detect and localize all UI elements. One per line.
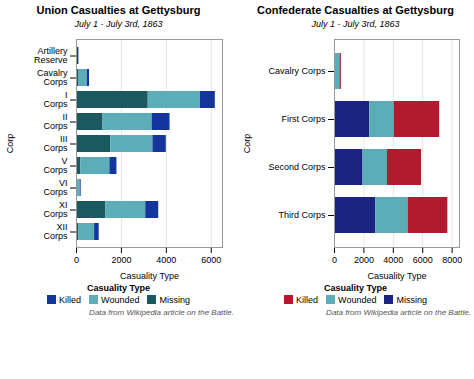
svg-text:6000: 6000 [413,255,433,265]
svg-text:4000: 4000 [383,255,403,265]
svg-text:Third Corps: Third Corps [278,210,326,220]
svg-text:4000: 4000 [156,255,176,265]
svg-text:Casuality Type: Casuality Type [368,271,427,281]
svg-text:VCorps: VCorps [43,156,68,175]
svg-text:2000: 2000 [111,255,131,265]
svg-text:ICorps: ICorps [43,90,68,109]
svg-text:VICorps: VICorps [43,178,68,197]
svg-text:Cavalry Corps: Cavalry Corps [268,66,326,76]
html-text:Killed: Killed [59,295,82,305]
html-text:Data from Wikipedia article on: Data from Wikipedia article on the Battl… [89,308,234,317]
svg-text:IICorps: IICorps [43,112,68,131]
svg-text:First Corps: First Corps [281,114,326,124]
svg-text:XIICorps: XIICorps [43,222,68,241]
html-text:July 1 - July 3rd, 1863: July 1 - July 3rd, 1863 [74,19,163,29]
html-text:Confederate Casualties at Gett: Confederate Casualties at Gettysburg [257,4,454,16]
html-text:Wounded: Wounded [338,295,377,305]
html-text:Missing: Missing [159,295,190,305]
html-text:Union Casualties at Gettysburg: Union Casualties at Gettysburg [36,4,201,16]
svg-text:ArtilleryReserve: ArtilleryReserve [34,46,68,65]
svg-text:6000: 6000 [201,255,221,265]
svg-text:XICorps: XICorps [43,200,68,219]
html-text:Casuality Type: Casuality Type [87,283,150,293]
html-text:Wounded: Wounded [101,295,140,305]
html-text:July 1 - July 3rd, 1863: July 1 - July 3rd, 1863 [311,19,400,29]
svg-text:Corp: Corp [5,134,15,154]
svg-text:0: 0 [74,255,79,265]
html-text:Casuality Type: Casuality Type [324,283,387,293]
html-text:Missing: Missing [396,295,427,305]
svg-text:CavalryCorps: CavalryCorps [37,68,68,87]
svg-text:8000: 8000 [442,255,462,265]
svg-text:2000: 2000 [354,255,374,265]
svg-text:Casuality Type: Casuality Type [120,271,179,281]
svg-text:IIICorps: IIICorps [43,134,68,153]
html-text:Killed: Killed [296,295,319,305]
svg-text:0: 0 [332,255,337,265]
svg-text:Corp: Corp [242,134,252,154]
svg-text:Second Corps: Second Corps [268,162,326,172]
html-text:Data from Wikipedia article on: Data from Wikipedia article on the Battl… [326,308,471,317]
